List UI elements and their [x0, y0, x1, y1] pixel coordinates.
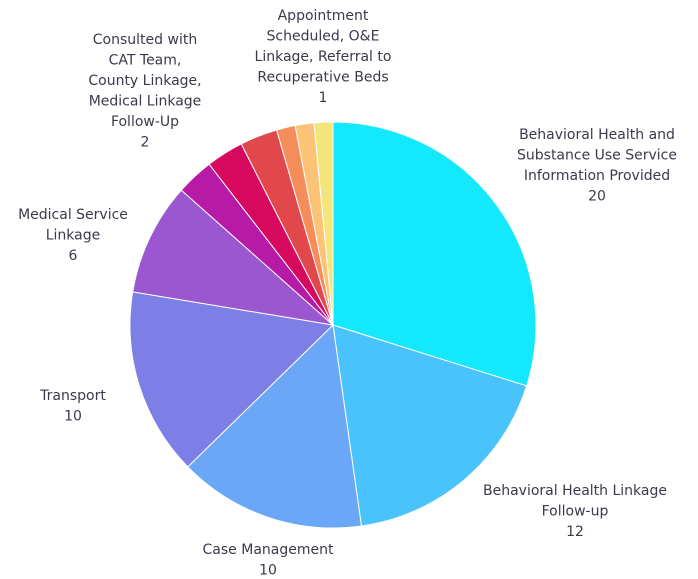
- pie-slice: [132, 189, 335, 326]
- pie-slice: [332, 324, 528, 527]
- value-label: 12: [566, 524, 584, 540]
- value-label: 2: [141, 135, 150, 151]
- value-label: 10: [64, 409, 82, 425]
- pie-slice: [313, 121, 334, 326]
- value-label: 10: [259, 563, 277, 579]
- value-label: 1: [319, 90, 328, 106]
- slice-label: Medical Service Linkage: [18, 207, 128, 244]
- slice-label: Behavioral Health Linkage Follow-up: [483, 483, 667, 520]
- slice-label: Transport: [39, 388, 106, 404]
- slice-label: Consulted with CAT Team, County Linkage, Me…: [88, 32, 201, 130]
- value-label: 6: [69, 248, 78, 264]
- pie-slice: [129, 291, 335, 468]
- value-label: 20: [588, 189, 606, 205]
- pie-slice: [332, 121, 537, 387]
- slice-label: Case Management: [203, 542, 334, 558]
- slice-label: Behavioral Health and Substance Use Servi…: [517, 127, 677, 184]
- pie-slice: [187, 323, 363, 529]
- slice-label: Appointment Scheduled, O&E Linkage, Referr…: [255, 8, 392, 86]
